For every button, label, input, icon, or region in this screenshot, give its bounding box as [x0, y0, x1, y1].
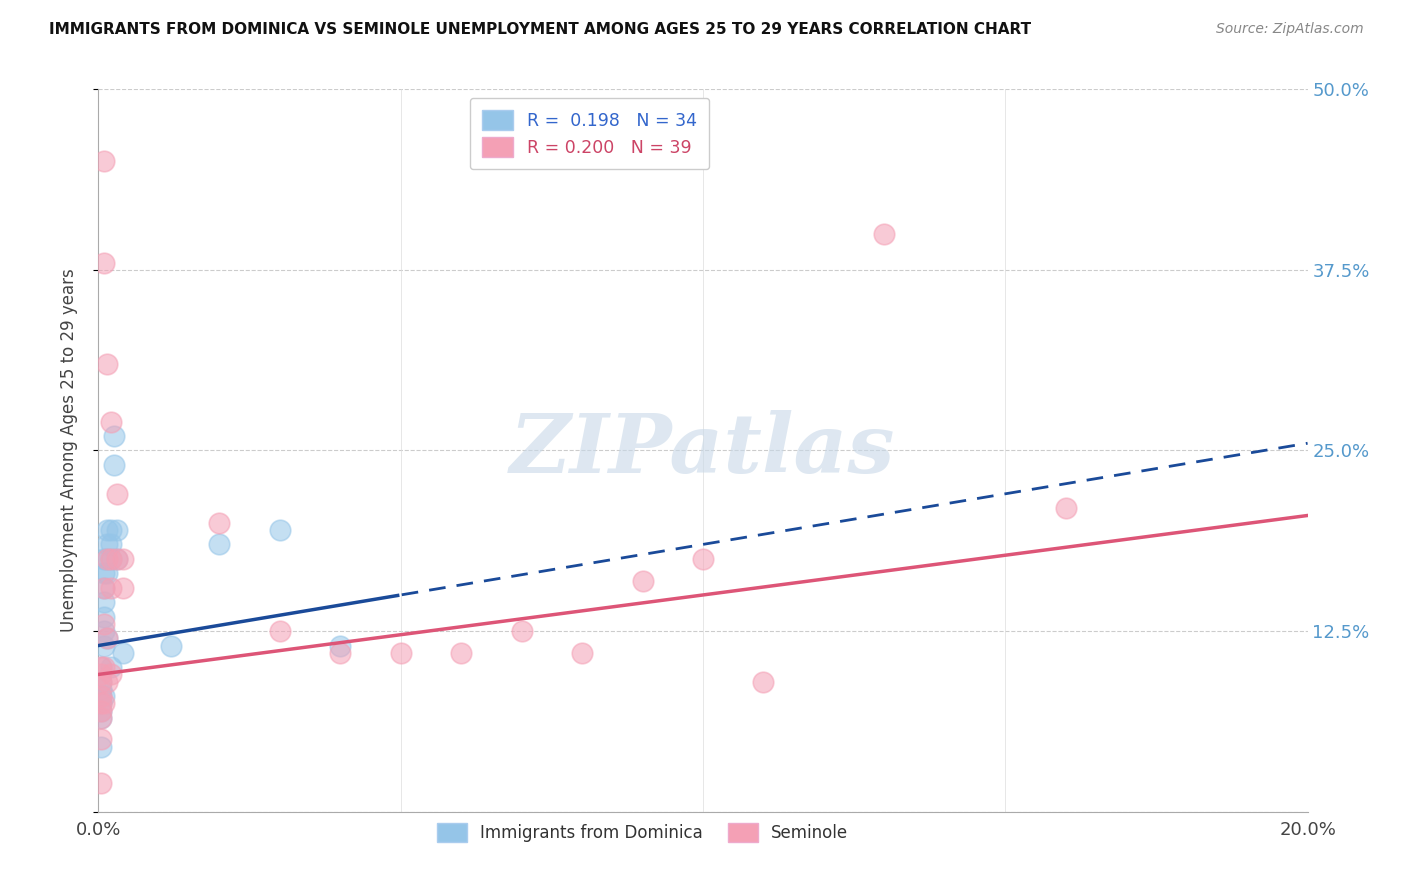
Point	[103, 458, 125, 472]
Point	[692, 551, 714, 566]
Point	[873, 227, 896, 241]
Point	[510, 624, 533, 639]
Point	[90, 704, 112, 718]
Point	[329, 639, 352, 653]
Point	[105, 551, 128, 566]
Point	[269, 624, 291, 639]
Point	[111, 551, 134, 566]
Point	[105, 551, 128, 566]
Point	[96, 357, 118, 371]
Point	[100, 581, 122, 595]
Point	[93, 551, 115, 566]
Point	[96, 674, 118, 689]
Point	[1054, 501, 1077, 516]
Y-axis label: Unemployment Among Ages 25 to 29 years: Unemployment Among Ages 25 to 29 years	[59, 268, 77, 632]
Point	[96, 632, 118, 646]
Point	[571, 646, 593, 660]
Point	[93, 154, 115, 169]
Legend: Immigrants from Dominica, Seminole: Immigrants from Dominica, Seminole	[425, 812, 860, 854]
Point	[389, 646, 412, 660]
Point	[100, 551, 122, 566]
Point	[90, 674, 112, 689]
Point	[90, 711, 112, 725]
Point	[93, 255, 115, 269]
Point	[90, 674, 112, 689]
Point	[93, 566, 115, 581]
Point	[208, 516, 231, 530]
Point	[105, 487, 128, 501]
Point	[752, 674, 775, 689]
Point	[90, 696, 112, 710]
Point	[90, 667, 112, 681]
Point	[269, 523, 291, 537]
Point	[111, 646, 134, 660]
Point	[93, 581, 115, 595]
Point	[93, 696, 115, 710]
Point	[90, 660, 112, 674]
Point	[100, 537, 122, 551]
Point	[100, 660, 122, 674]
Point	[90, 739, 112, 754]
Point	[105, 523, 128, 537]
Text: IMMIGRANTS FROM DOMINICA VS SEMINOLE UNEMPLOYMENT AMONG AGES 25 TO 29 YEARS CORR: IMMIGRANTS FROM DOMINICA VS SEMINOLE UNE…	[49, 22, 1032, 37]
Point	[103, 429, 125, 443]
Point	[100, 551, 122, 566]
Point	[100, 667, 122, 681]
Point	[93, 689, 115, 703]
Point	[100, 415, 122, 429]
Point	[90, 711, 112, 725]
Point	[96, 551, 118, 566]
Point	[90, 681, 112, 696]
Point	[96, 523, 118, 537]
Point	[329, 646, 352, 660]
Point	[96, 566, 118, 581]
Text: ZIPatlas: ZIPatlas	[510, 410, 896, 491]
Point	[160, 639, 183, 653]
Point	[93, 616, 115, 631]
Point	[93, 581, 115, 595]
Point	[208, 537, 231, 551]
Point	[90, 704, 112, 718]
Point	[100, 523, 122, 537]
Point	[93, 609, 115, 624]
Point	[96, 537, 118, 551]
Point	[93, 624, 115, 639]
Point	[96, 551, 118, 566]
Point	[450, 646, 472, 660]
Point	[111, 581, 134, 595]
Point	[90, 696, 112, 710]
Point	[96, 632, 118, 646]
Point	[93, 660, 115, 674]
Text: Source: ZipAtlas.com: Source: ZipAtlas.com	[1216, 22, 1364, 37]
Point	[90, 732, 112, 747]
Point	[90, 689, 112, 703]
Point	[93, 639, 115, 653]
Point	[90, 689, 112, 703]
Point	[93, 595, 115, 609]
Point	[90, 660, 112, 674]
Point	[631, 574, 654, 588]
Point	[90, 776, 112, 790]
